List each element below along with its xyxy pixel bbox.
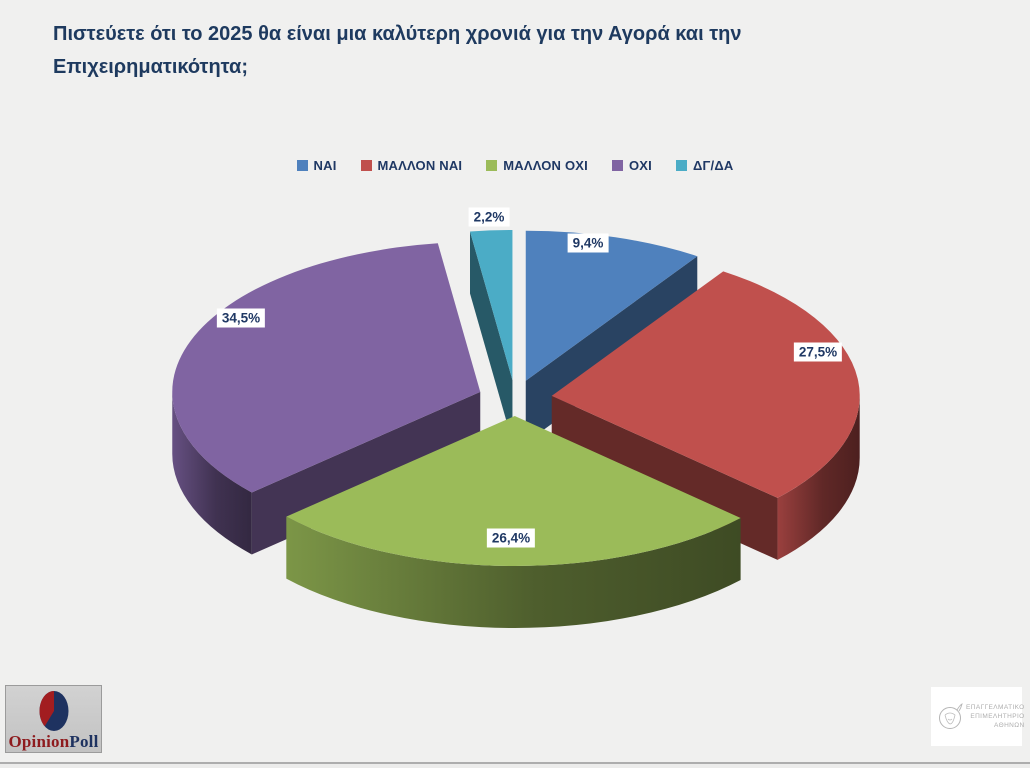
pie-slice-top (525, 230, 698, 381)
pie-slice-rim (172, 391, 252, 555)
legend-swatch-icon (486, 160, 498, 171)
data-label-ΝΑΙ: 9,4% (567, 233, 609, 253)
legend-swatch-icon (360, 160, 372, 171)
opinionpoll-wordmark: OpinionPoll (6, 733, 101, 751)
chamber-emblem-icon (939, 702, 963, 729)
legend-item-2: ΜΑΛΛΟΝ ΟΧΙ (486, 158, 588, 173)
pie-slice-top (551, 271, 860, 498)
pie-slice-side (470, 231, 513, 443)
chart-legend: ΝΑΙ ΜΑΛΛΟΝ ΝΑΙ ΜΑΛΛΟΝ ΟΧΙ ΟΧΙ ΔΓ/ΔΑ (0, 158, 1030, 173)
legend-swatch-icon (296, 160, 308, 171)
pie-slice-top (286, 415, 741, 566)
chamber-of-athens-logo: ΕΠΑΓΓΕΛΜΑΤΙΚΟ ΕΠΙΜΕΛΗΤΗΡΙΟ ΑΘΗΝΩΝ (931, 687, 1024, 746)
opinionpoll-word-poll: Poll (69, 732, 99, 751)
chamber-line-2: ΕΠΙΜΕΛΗΤΗΡΙΟ (970, 713, 1025, 720)
data-label-ΟΧΙ: 34,5% (216, 308, 266, 328)
legend-label: ΔΓ/ΔΑ (692, 158, 734, 173)
legend-swatch-icon (675, 160, 687, 171)
data-label-ΜΑΛΛΟΝ ΟΧΙ: 26,4% (486, 528, 536, 548)
bottom-strip (0, 764, 1030, 768)
data-label-ΜΑΛΛΟΝ ΝΑΙ: 27,5% (793, 342, 843, 362)
data-label-ΔΓ/ΔΑ: 2,2% (468, 207, 510, 227)
chamber-line-1: ΕΠΑΓΓΕΛΜΑΤΙΚΟ (966, 704, 1025, 711)
chamber-line-3: ΑΘΗΝΩΝ (994, 722, 1025, 729)
pie-slice-ΜΑΛΛΟΝ ΟΧΙ (286, 415, 741, 628)
opinionpoll-pie-icon (39, 691, 68, 731)
legend-label: ΝΑΙ (313, 158, 337, 173)
bottom-divider-line (0, 762, 1030, 764)
pie-slice-rim (286, 516, 741, 628)
legend-label: ΟΧΙ (628, 158, 652, 173)
legend-swatch-icon (611, 160, 623, 171)
opinionpoll-logo: OpinionPoll (5, 685, 102, 753)
pie-slice-top (470, 230, 513, 381)
legend-item-4: ΔΓ/ΔΑ (675, 158, 734, 173)
legend-label: ΜΑΛΛΟΝ ΝΑΙ (377, 158, 463, 173)
opinionpoll-word-opinion: Opinion (8, 732, 70, 751)
legend-item-0: ΝΑΙ (296, 158, 337, 173)
pie-slice-top (172, 243, 481, 493)
chart-title: Πιστεύετε ότι το 2025 θα είναι μια καλύτ… (53, 23, 742, 78)
legend-item-3: ΟΧΙ (611, 158, 652, 173)
legend-label: ΜΑΛΛΟΝ ΟΧΙ (503, 158, 588, 173)
pie-slice-rim (777, 395, 860, 560)
chamber-text: ΕΠΑΓΓΕΛΜΑΤΙΚΟ ΕΠΙΜΕΛΗΤΗΡΙΟ ΑΘΗΝΩΝ (966, 703, 1030, 730)
pie-slice-ΔΓ/ΔΑ (470, 230, 513, 443)
legend-item-1: ΜΑΛΛΟΝ ΝΑΙ (360, 158, 463, 173)
